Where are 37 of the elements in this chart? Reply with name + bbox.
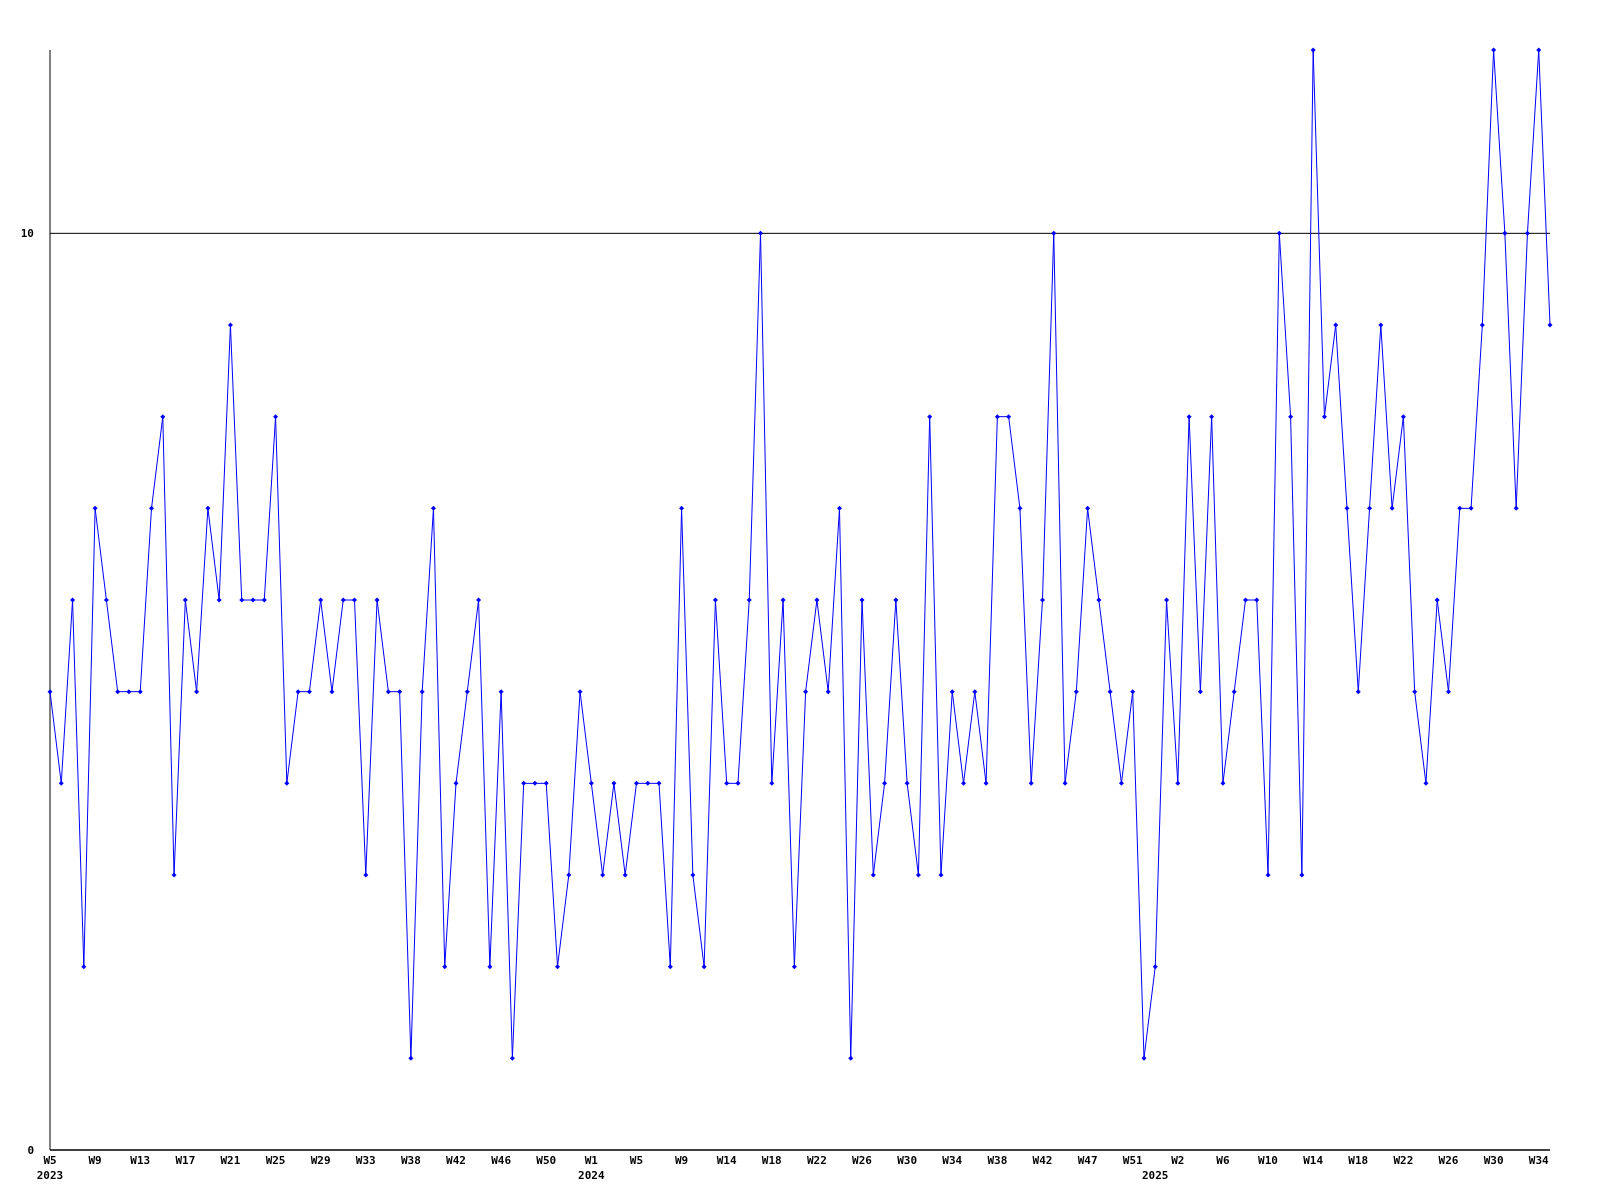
- x-tick-label: W25: [265, 1154, 286, 1167]
- x-tick-label: W14: [1303, 1154, 1324, 1167]
- x-tick-label: W30: [897, 1154, 918, 1167]
- x-tick-label: W13: [130, 1154, 151, 1167]
- x-tick-label: W26: [1438, 1154, 1459, 1167]
- x-tick-label: W14: [716, 1154, 737, 1167]
- x-tick-label: W5: [629, 1154, 644, 1167]
- x-tick-label: W38: [987, 1154, 1008, 1167]
- x-tick-label: W6: [1216, 1154, 1230, 1167]
- x-tick-label: W18: [1348, 1154, 1369, 1167]
- x-tick-label: W29: [310, 1154, 331, 1167]
- x-tick-label: W9: [88, 1154, 102, 1167]
- x-tick-label: W38: [400, 1154, 421, 1167]
- x-tick-label: 2025: [1142, 1169, 1169, 1182]
- x-tick-label: W42: [1032, 1154, 1053, 1167]
- x-tick-label: W18: [761, 1154, 782, 1167]
- x-tick-label: W22: [806, 1154, 827, 1167]
- x-tick-label: W1 2024: [578, 1154, 605, 1182]
- x-tick-label: W47: [1077, 1154, 1098, 1167]
- x-tick-label: W34: [1528, 1154, 1550, 1167]
- x-tick-label: W50: [536, 1154, 557, 1167]
- x-tick-label: W34: [942, 1154, 963, 1167]
- x-tick-label: W9: [674, 1154, 689, 1167]
- x-tick-label: W46: [491, 1154, 512, 1167]
- x-tick-label: W42: [446, 1154, 466, 1167]
- y-tick-label: 0: [27, 1143, 34, 1157]
- x-tick-label: W5 2023: [36, 1154, 64, 1182]
- x-tick-label: W30: [1483, 1154, 1504, 1167]
- y-tick-label: 10: [20, 227, 34, 241]
- x-tick-label: W21: [220, 1154, 241, 1167]
- x-tick-label: W51: [1122, 1154, 1144, 1167]
- x-tick-label: W26: [852, 1154, 873, 1167]
- x-tick-label: W10: [1258, 1154, 1278, 1167]
- x-tick-label: W22: [1393, 1154, 1414, 1167]
- x-tick-label: W2: [1171, 1154, 1185, 1167]
- x-tick-label: W17: [175, 1154, 196, 1167]
- x-tick-label: W33: [355, 1154, 376, 1167]
